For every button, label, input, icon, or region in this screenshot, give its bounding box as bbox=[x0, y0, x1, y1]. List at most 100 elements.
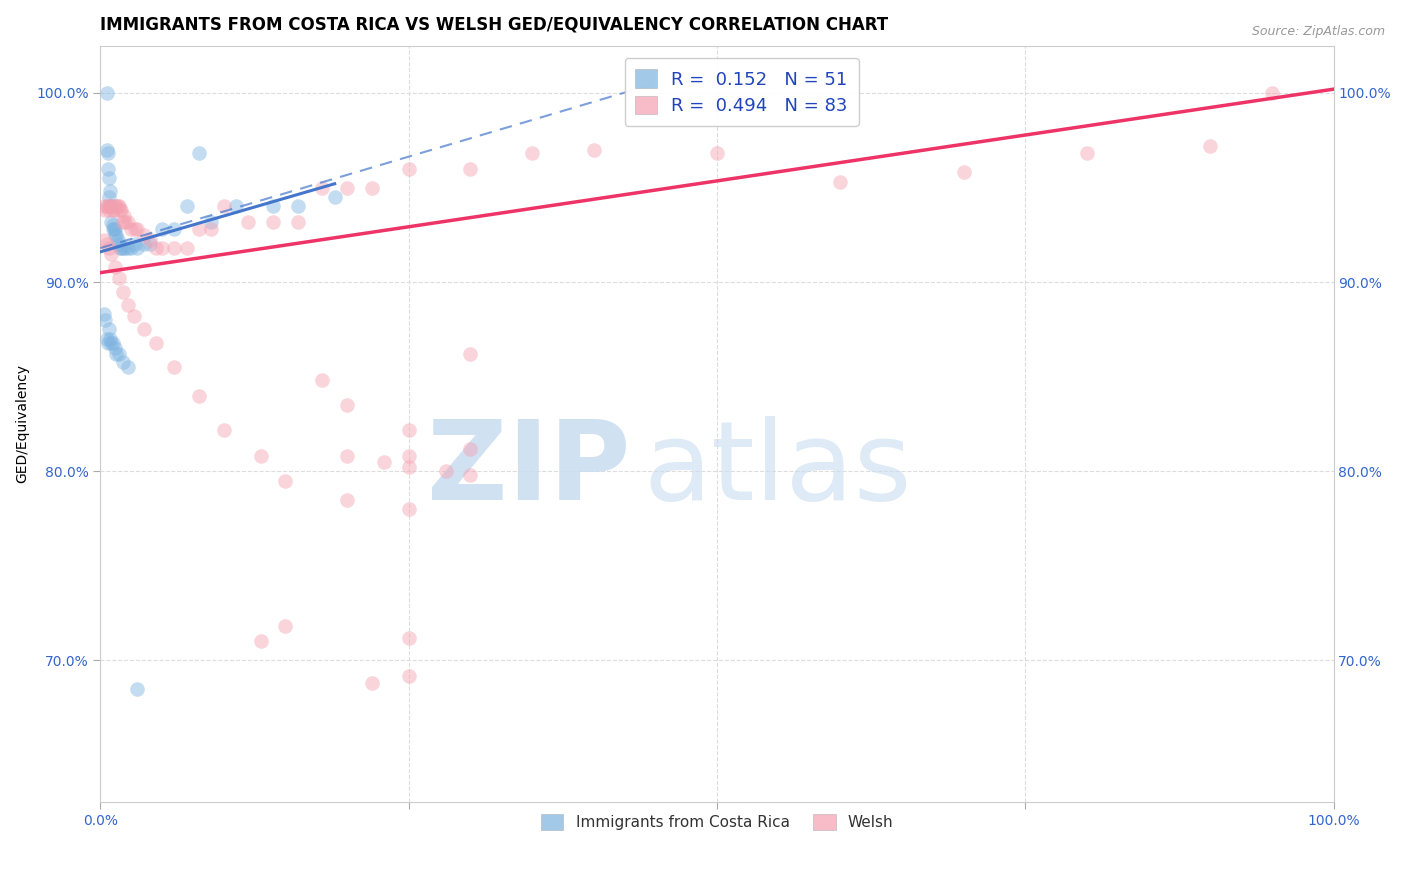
Point bbox=[101, 335, 124, 350]
Point bbox=[163, 241, 186, 255]
Point bbox=[249, 449, 271, 463]
Point bbox=[104, 341, 127, 355]
Point bbox=[360, 180, 382, 194]
Point bbox=[145, 241, 167, 255]
Point bbox=[132, 322, 155, 336]
Point bbox=[96, 332, 118, 346]
Point bbox=[108, 203, 131, 218]
Point bbox=[117, 298, 139, 312]
Point bbox=[952, 165, 974, 179]
Point bbox=[460, 442, 482, 456]
Point bbox=[93, 199, 115, 213]
Point bbox=[127, 241, 149, 255]
Point bbox=[138, 237, 160, 252]
Point bbox=[111, 285, 134, 299]
Point bbox=[108, 199, 131, 213]
Point bbox=[176, 199, 198, 213]
Point bbox=[311, 180, 333, 194]
Point bbox=[108, 347, 131, 361]
Point bbox=[398, 631, 420, 645]
Point bbox=[100, 335, 122, 350]
Point bbox=[111, 214, 134, 228]
Point bbox=[336, 449, 359, 463]
Point bbox=[114, 241, 136, 255]
Point bbox=[98, 171, 121, 186]
Point bbox=[434, 464, 457, 478]
Point bbox=[122, 309, 145, 323]
Point bbox=[120, 222, 142, 236]
Point bbox=[373, 455, 395, 469]
Point bbox=[111, 354, 134, 368]
Point bbox=[1076, 146, 1098, 161]
Point bbox=[150, 222, 173, 236]
Point bbox=[111, 241, 134, 255]
Point bbox=[94, 203, 117, 218]
Point bbox=[706, 146, 728, 161]
Point bbox=[94, 313, 117, 327]
Point bbox=[274, 474, 297, 488]
Point bbox=[108, 241, 131, 255]
Point bbox=[101, 222, 124, 236]
Point bbox=[582, 143, 605, 157]
Point bbox=[98, 184, 121, 198]
Point bbox=[262, 214, 284, 228]
Point bbox=[360, 676, 382, 690]
Point bbox=[103, 203, 125, 218]
Point bbox=[287, 199, 309, 213]
Point bbox=[114, 214, 136, 228]
Point bbox=[120, 241, 142, 255]
Point bbox=[98, 190, 121, 204]
Point bbox=[163, 222, 186, 236]
Legend: Immigrants from Costa Rica, Welsh: Immigrants from Costa Rica, Welsh bbox=[534, 808, 900, 836]
Point bbox=[98, 199, 121, 213]
Point bbox=[105, 199, 128, 213]
Point bbox=[98, 332, 121, 346]
Point bbox=[262, 199, 284, 213]
Point bbox=[108, 237, 131, 252]
Point bbox=[127, 681, 149, 696]
Point bbox=[107, 234, 129, 248]
Point bbox=[336, 398, 359, 412]
Point bbox=[98, 322, 121, 336]
Point bbox=[132, 227, 155, 242]
Point bbox=[108, 271, 131, 285]
Point bbox=[117, 241, 139, 255]
Point bbox=[104, 260, 127, 274]
Point bbox=[105, 227, 128, 242]
Point bbox=[124, 222, 146, 236]
Point bbox=[105, 347, 128, 361]
Point bbox=[100, 199, 122, 213]
Point bbox=[100, 199, 122, 213]
Point bbox=[98, 203, 121, 218]
Point bbox=[103, 222, 125, 236]
Point bbox=[225, 199, 247, 213]
Point bbox=[200, 214, 222, 228]
Point bbox=[124, 237, 146, 252]
Point bbox=[336, 492, 359, 507]
Point bbox=[188, 146, 211, 161]
Point bbox=[107, 199, 129, 213]
Point bbox=[104, 199, 127, 213]
Point bbox=[110, 241, 132, 255]
Point bbox=[323, 190, 346, 204]
Point bbox=[398, 449, 420, 463]
Point bbox=[117, 360, 139, 375]
Point bbox=[188, 222, 211, 236]
Point bbox=[311, 374, 333, 388]
Point bbox=[398, 423, 420, 437]
Text: IMMIGRANTS FROM COSTA RICA VS WELSH GED/EQUIVALENCY CORRELATION CHART: IMMIGRANTS FROM COSTA RICA VS WELSH GED/… bbox=[100, 15, 889, 33]
Point bbox=[97, 146, 120, 161]
Text: atlas: atlas bbox=[643, 416, 911, 523]
Point bbox=[127, 222, 149, 236]
Point bbox=[96, 237, 118, 252]
Point bbox=[97, 335, 120, 350]
Point bbox=[336, 180, 359, 194]
Point bbox=[96, 86, 118, 100]
Point bbox=[176, 241, 198, 255]
Point bbox=[460, 347, 482, 361]
Point bbox=[145, 335, 167, 350]
Point bbox=[460, 161, 482, 176]
Point bbox=[398, 668, 420, 682]
Point bbox=[1199, 139, 1222, 153]
Point bbox=[132, 237, 155, 252]
